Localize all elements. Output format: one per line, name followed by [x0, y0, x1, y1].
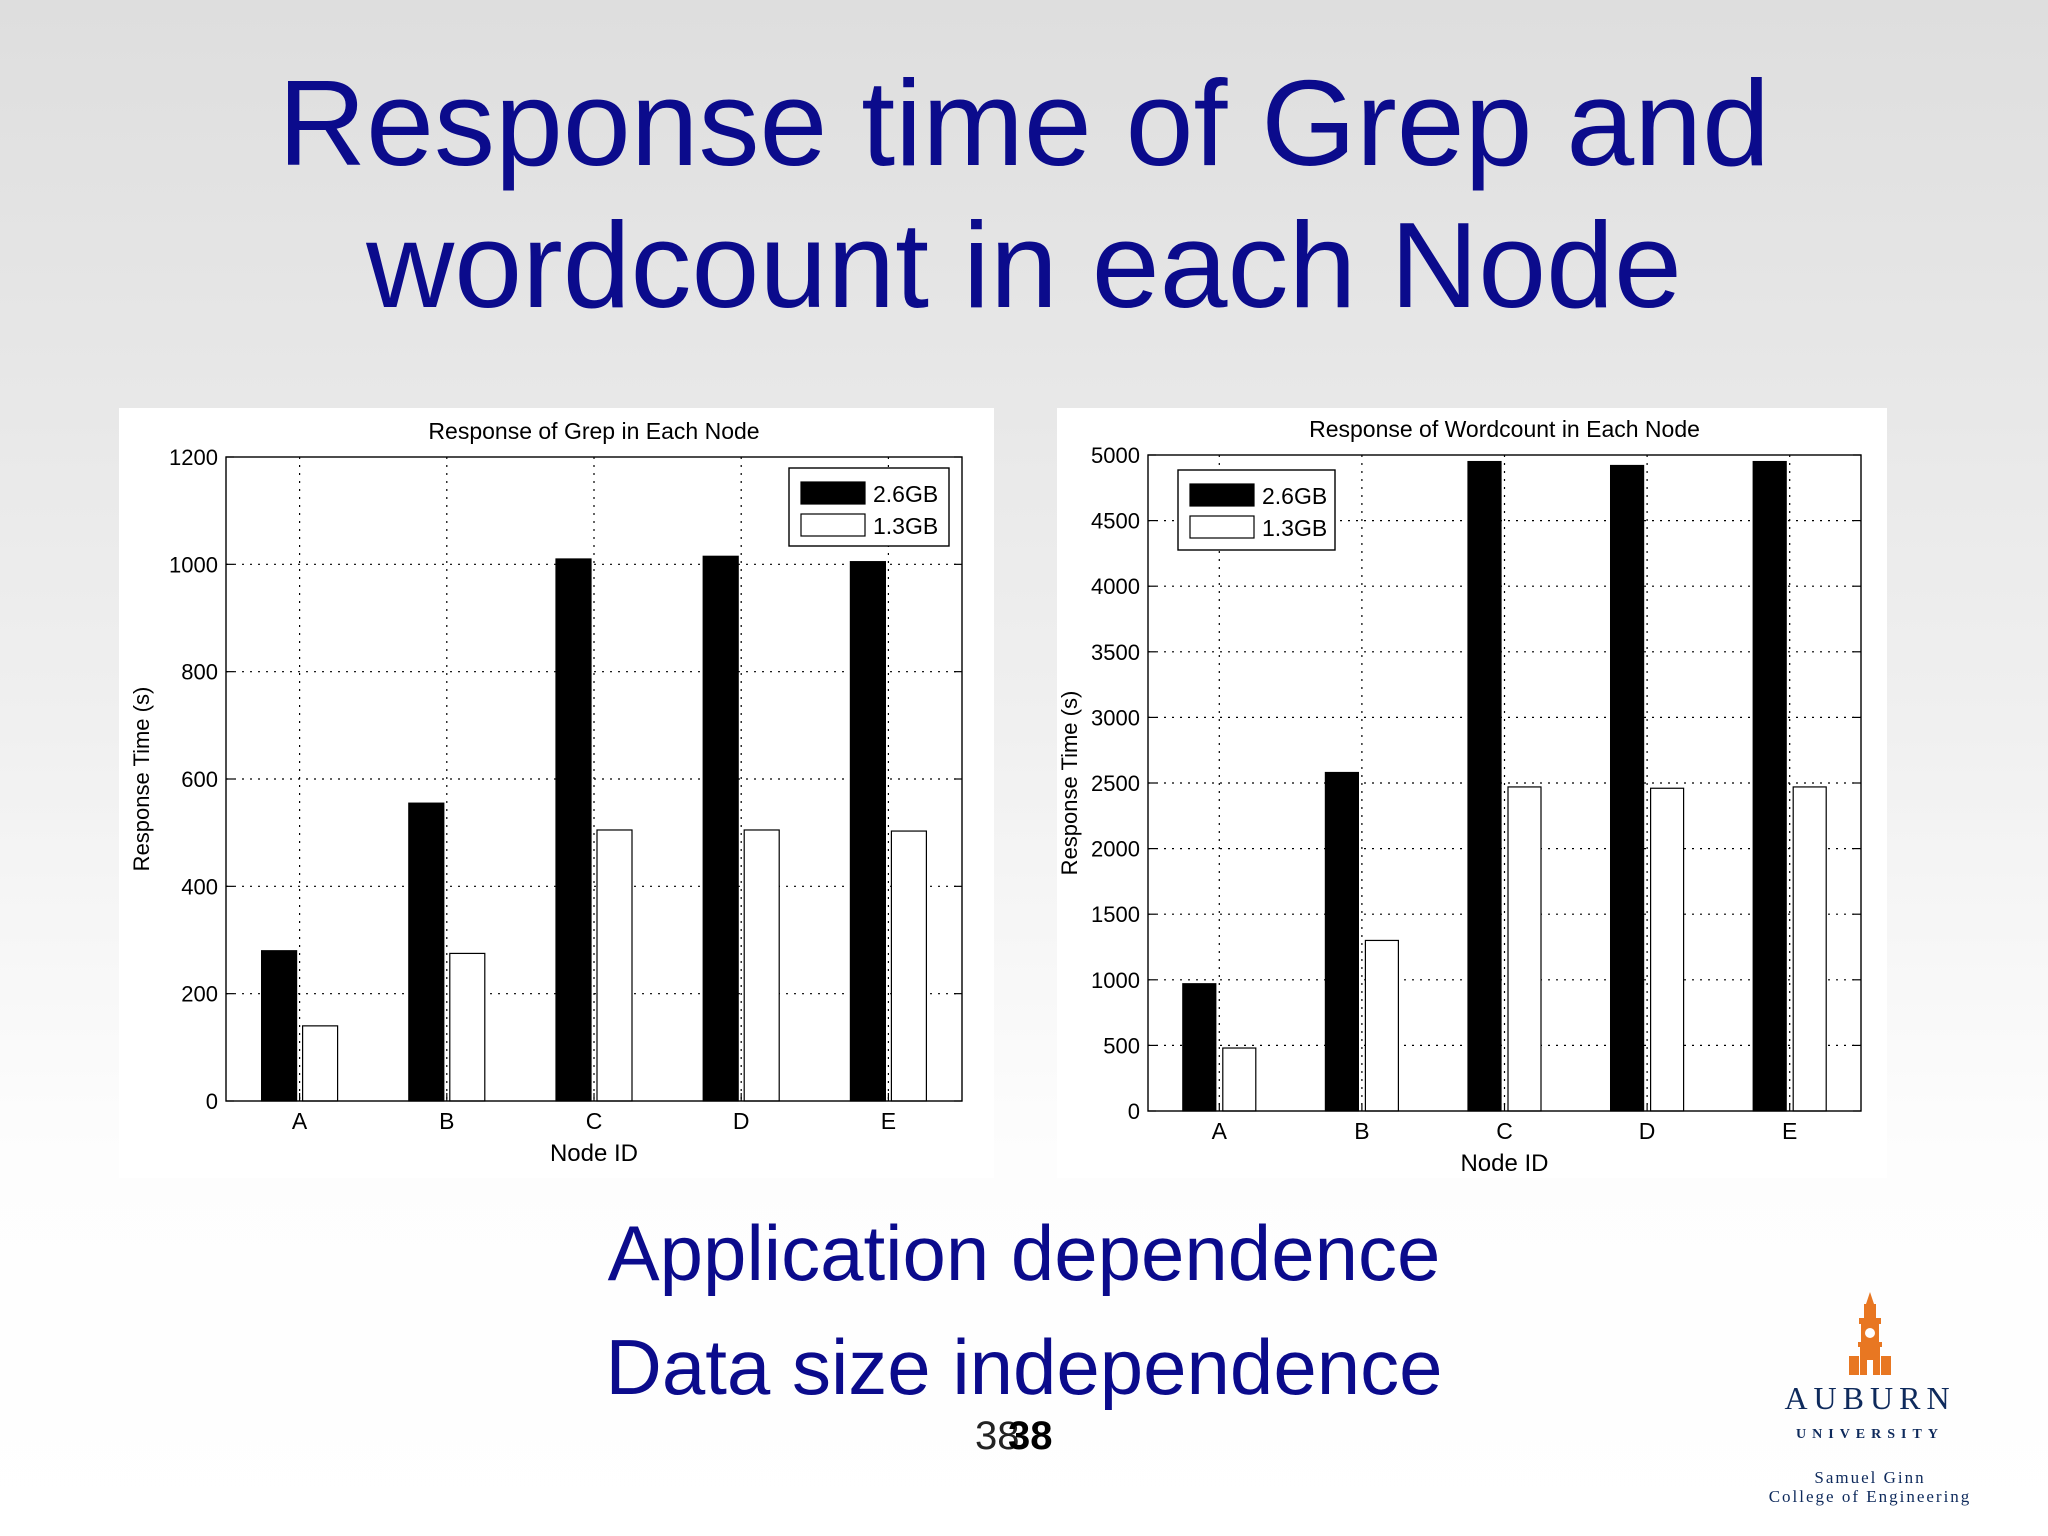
- y-tick-label: 200: [181, 982, 218, 1007]
- legend-swatch-0: [1189, 483, 1255, 507]
- legend-swatch-1: [800, 513, 866, 537]
- y-tick-label: 3500: [1091, 640, 1140, 665]
- bar-1-3gb-a: [1222, 1047, 1257, 1112]
- bar-1-3gb-c: [596, 829, 633, 1102]
- chart-title: Response of Wordcount in Each Node: [1309, 416, 1700, 442]
- slide-title: Response time of Grep and wordcount in e…: [0, 52, 2048, 336]
- bullet-application-dependence: Application dependence: [607, 1209, 1441, 1297]
- bar-2-6gb-e: [1752, 460, 1787, 1112]
- bar-2-6gb-b: [1324, 771, 1359, 1112]
- legend-swatch-1: [1189, 515, 1255, 539]
- bar-2-6gb-a: [1182, 983, 1217, 1112]
- bar-1-3gb-d: [743, 829, 780, 1102]
- bar-1-3gb-b: [1364, 939, 1399, 1112]
- wordcount-chart-svg: 0 500 1000 1500 2000 2500 3000 3500 4000 4500 5000…: [1057, 416, 1862, 1177]
- y-tick-label: 1200: [169, 445, 218, 470]
- legend-label-0: 2.6GB: [1262, 483, 1327, 509]
- bar-2-6gb-b: [408, 802, 445, 1102]
- y-tick-label: 5000: [1091, 443, 1140, 468]
- chart-title: Response of Grep in Each Node: [428, 418, 759, 444]
- y-tick-label: 3000: [1091, 705, 1140, 730]
- auburn-logo: AUBURN UNIVERSITY Samuel Ginn College of…: [1730, 1290, 2010, 1520]
- x-tick-label-a: A: [1212, 1118, 1228, 1144]
- y-axis-label: Response Time (s): [1057, 691, 1082, 876]
- x-tick-label-b: B: [1354, 1118, 1369, 1144]
- clock-tower-icon: [1849, 1292, 1891, 1375]
- y-tick-label: 4000: [1091, 574, 1140, 599]
- bar-1-3gb-e: [1792, 786, 1827, 1112]
- logo-college-line-1: Samuel Ginn: [1814, 1468, 1926, 1487]
- y-tick-label: 400: [181, 874, 218, 899]
- legend-label-0: 2.6GB: [873, 481, 938, 507]
- y-tick-label: 1000: [1091, 968, 1140, 993]
- bar-2-6gb-c: [1467, 460, 1502, 1112]
- logo-auburn-text: AUBURN: [1784, 1380, 1956, 1416]
- page-number-label: 38: [1008, 1414, 1053, 1458]
- logo-college-line-2: College of Engineering: [1768, 1487, 1972, 1506]
- y-tick-label: 800: [181, 660, 218, 685]
- title-line-1: Response time of Grep and: [278, 55, 1770, 191]
- x-tick-label-b: B: [439, 1108, 454, 1134]
- y-tick-label: 0: [206, 1089, 218, 1114]
- bar-2-6gb-a: [261, 950, 298, 1102]
- y-tick-label: 4500: [1091, 509, 1140, 534]
- y-tick-label: 600: [181, 767, 218, 792]
- bar-2-6gb-c: [555, 558, 592, 1102]
- bar-2-6gb-d: [1609, 464, 1645, 1112]
- bar-1-3gb-c: [1507, 786, 1542, 1112]
- y-tick-label: 2000: [1091, 837, 1140, 862]
- x-tick-label-d: D: [1639, 1118, 1656, 1144]
- title-line-2: wordcount in each Node: [366, 197, 1682, 333]
- bar-1-3gb-b: [449, 952, 486, 1102]
- legend-label-1: 1.3GB: [1262, 515, 1327, 541]
- x-tick-label-e: E: [881, 1108, 896, 1134]
- bar-2-6gb-d: [702, 555, 739, 1102]
- x-tick-label-a: A: [292, 1108, 308, 1134]
- x-tick-label-c: C: [1496, 1118, 1513, 1144]
- bar-2-6gb-e: [849, 561, 887, 1102]
- x-axis-label: Node ID: [550, 1140, 638, 1167]
- x-tick-label-c: C: [586, 1108, 603, 1134]
- logo-university-text: UNIVERSITY: [1796, 1427, 1944, 1442]
- y-tick-label: 2500: [1091, 771, 1140, 796]
- bar-1-3gb-e: [890, 830, 928, 1102]
- y-tick-label: 0: [1128, 1099, 1140, 1124]
- grep-chart-svg: 0 200 400 600 800 1000 1200 A B C D E Response of Gr…: [129, 418, 963, 1167]
- x-axis-label: Node ID: [1460, 1150, 1548, 1177]
- page-number-shadow: 38: [975, 1414, 1020, 1458]
- y-tick-label: 1500: [1091, 902, 1140, 927]
- legend-swatch-0: [800, 481, 866, 505]
- y-tick-label: 500: [1103, 1033, 1140, 1058]
- y-axis-label: Response Time (s): [129, 687, 154, 872]
- x-tick-label-d: D: [733, 1108, 750, 1134]
- x-tick-label-e: E: [1782, 1118, 1797, 1144]
- bar-1-3gb-a: [302, 1025, 339, 1102]
- bar-1-3gb-d: [1649, 787, 1685, 1112]
- wordcount-response-chart: 0 500 1000 1500 2000 2500 3000 3500 4000 4500 5000…: [1057, 408, 1887, 1178]
- legend-label-1: 1.3GB: [873, 513, 938, 539]
- grep-response-chart: 0 200 400 600 800 1000 1200 A B C D E Response of Gr…: [119, 408, 994, 1178]
- bullet-data-size-independence: Data size independence: [605, 1323, 1443, 1411]
- y-tick-label: 1000: [169, 552, 218, 577]
